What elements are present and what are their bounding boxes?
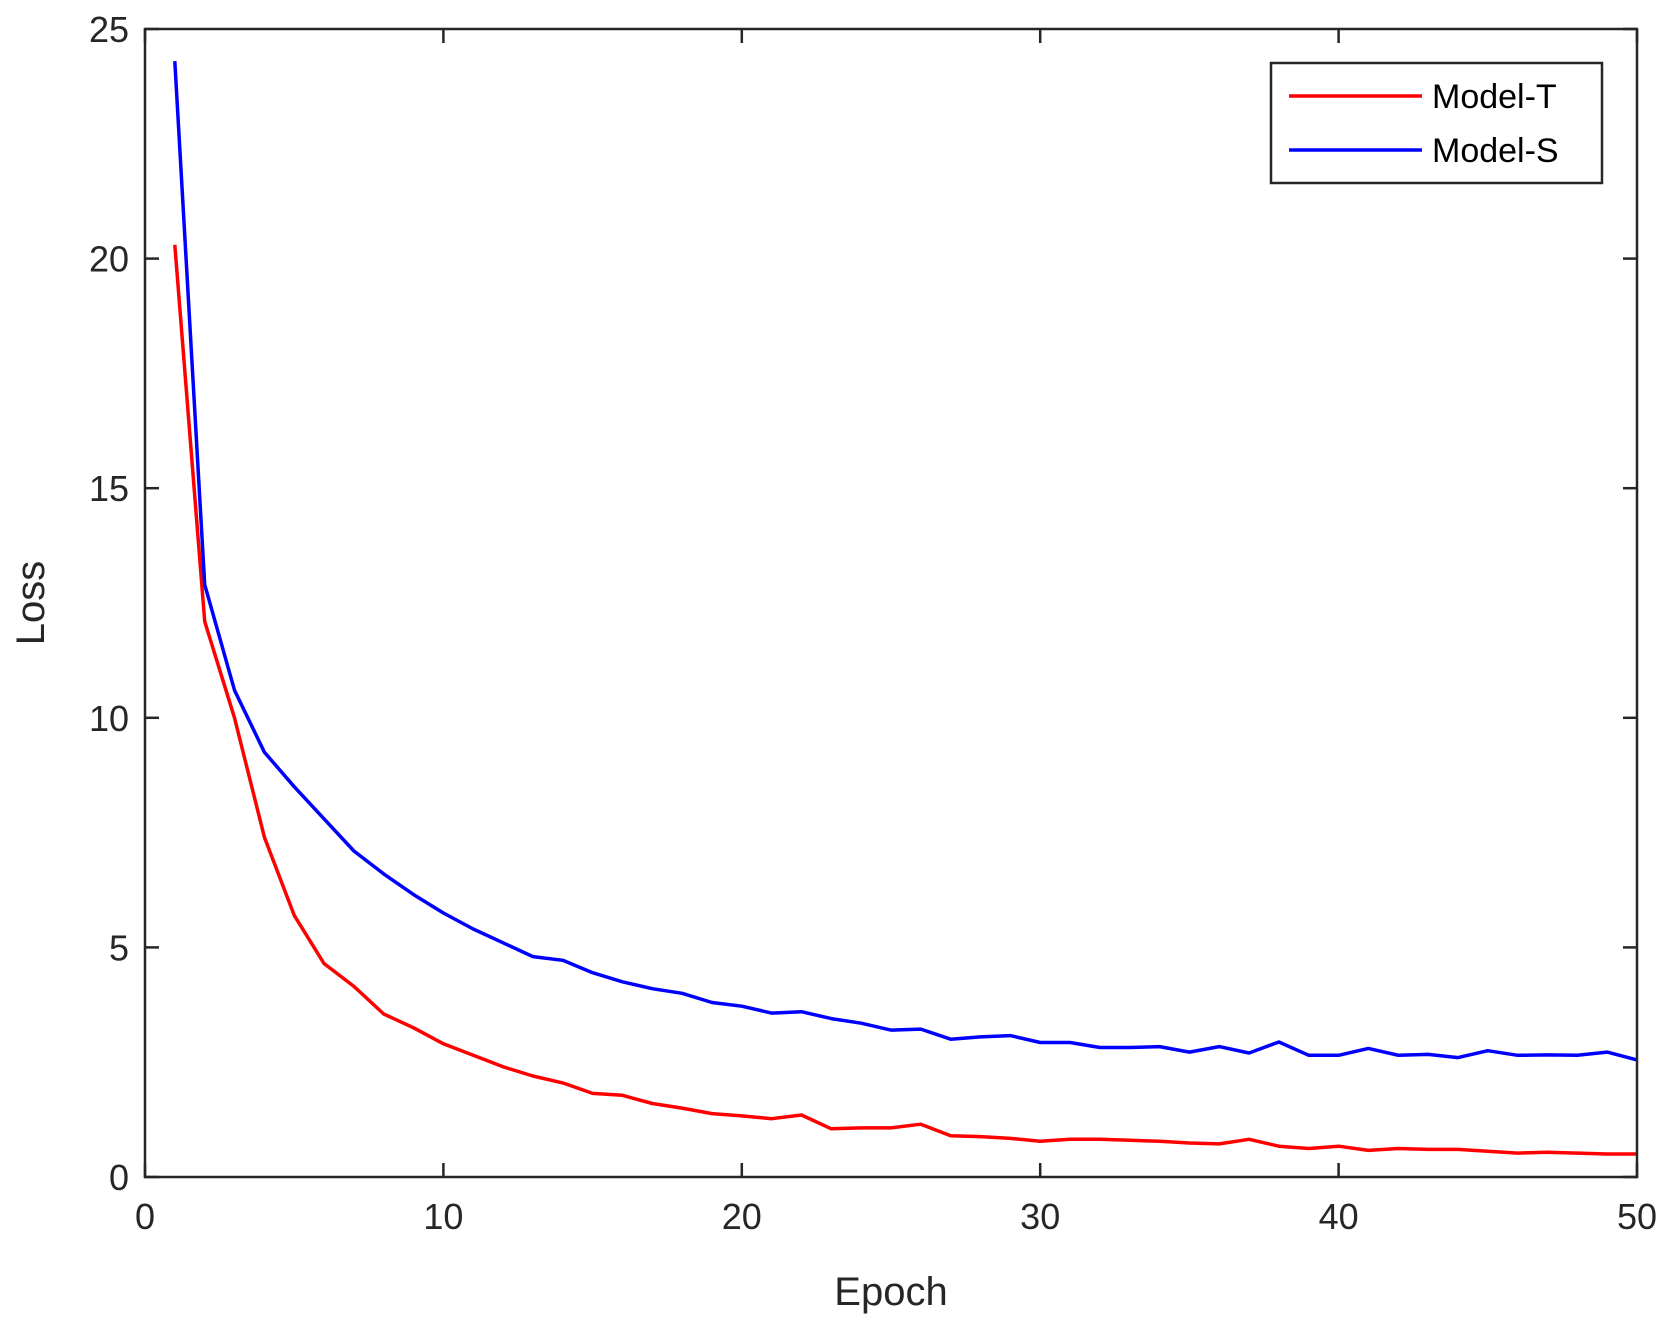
tick-labels-layer: 0 10 20 30 40 50 0 5 10 15 20 25 <box>89 9 1657 1237</box>
y-tick-label: 25 <box>89 9 129 50</box>
series-line-model-s <box>173 61 1638 1062</box>
y-axis-label: Loss <box>9 561 53 646</box>
x-axis-label: Epoch <box>834 1270 947 1314</box>
y-tick-label: 10 <box>89 698 129 739</box>
x-tick-label: 20 <box>722 1196 762 1237</box>
legend-label-model-s: Model-S <box>1432 132 1559 170</box>
y-tick-label: 20 <box>89 239 129 280</box>
x-tick-label: 30 <box>1020 1196 1060 1237</box>
series-layer <box>173 61 1638 1156</box>
y-tick-label: 0 <box>109 1157 129 1198</box>
y-tick-label: 15 <box>89 468 129 509</box>
x-tick-label: 40 <box>1319 1196 1359 1237</box>
series-line-model-t <box>173 244 1637 1156</box>
x-tick-label: 10 <box>423 1196 463 1237</box>
legend: Model-T Model-S <box>1269 61 1604 185</box>
plot-background <box>145 29 1637 1177</box>
legend-box <box>1269 61 1604 185</box>
legend-label-model-t: Model-T <box>1432 78 1557 116</box>
x-tick-label: 50 <box>1617 1196 1657 1237</box>
plot-frame <box>143 27 1639 1179</box>
x-tick-label: 0 <box>135 1196 155 1237</box>
y-tick-label: 5 <box>109 927 129 968</box>
